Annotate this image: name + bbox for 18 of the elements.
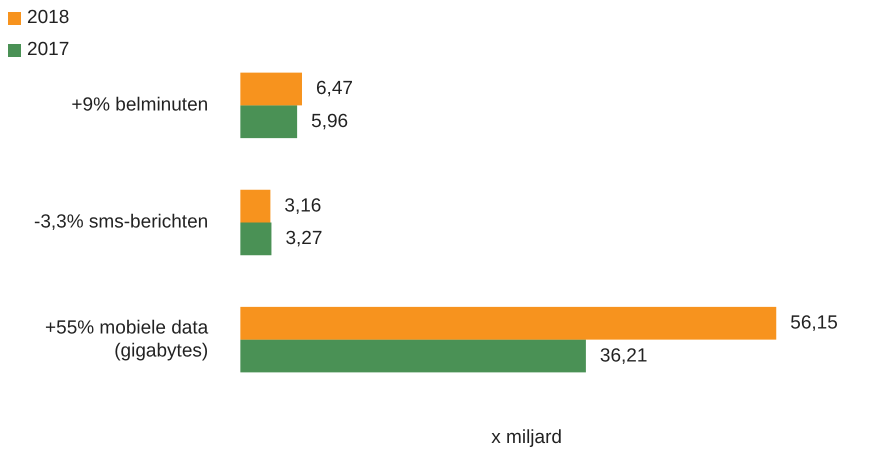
bar [240, 105, 298, 138]
data-label: 36,21 [600, 345, 648, 366]
data-label: 6,47 [316, 78, 353, 100]
legend-label: 2017 [27, 39, 70, 61]
bar [240, 340, 586, 372]
data-label: 3,27 [285, 228, 322, 250]
data-label: 5,96 [311, 111, 348, 132]
y-tick-label: +55% mobiele data (gigabytes) [45, 317, 209, 362]
bar [240, 222, 272, 256]
bar [240, 306, 776, 340]
data-label: 3,16 [284, 195, 322, 216]
y-tick-label: -3,3% sms-berichten [34, 212, 208, 233]
x-axis-title: x miljard [491, 426, 562, 448]
legend-label: 2018 [27, 7, 70, 29]
bar [240, 72, 302, 106]
bar [240, 190, 270, 222]
y-tick-label: +9% belminuten [71, 94, 208, 116]
data-label: 56,15 [790, 312, 838, 334]
